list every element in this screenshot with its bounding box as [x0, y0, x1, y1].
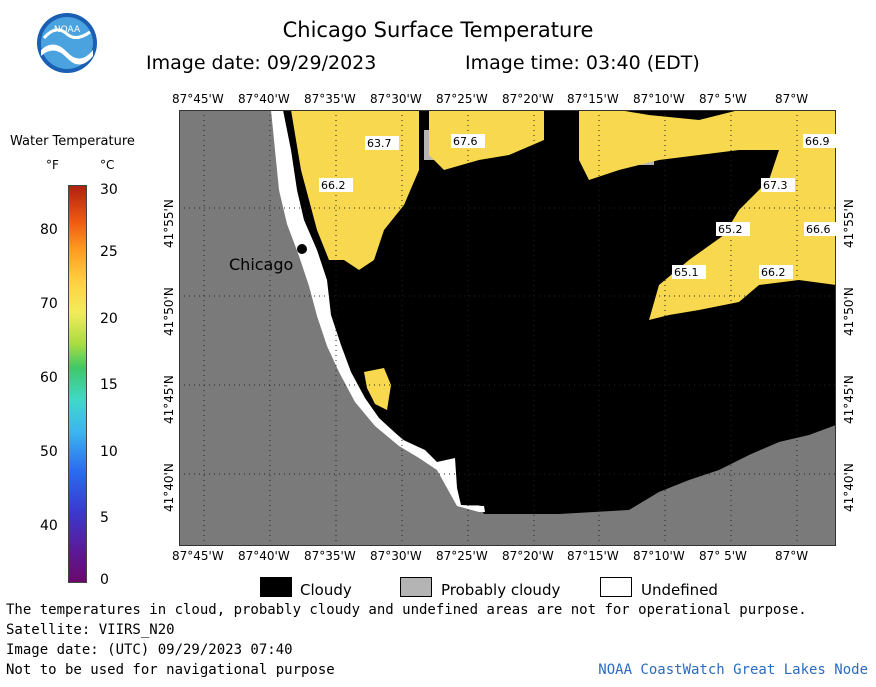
- lon-label-top: 87°45'W: [172, 92, 224, 106]
- lat-label-left: 41°55'N: [162, 199, 176, 248]
- temp-label: 65.2: [718, 223, 743, 236]
- credit-link[interactable]: NOAA CoastWatch Great Lakes Node: [598, 662, 868, 678]
- legend-title: Water Temperature: [10, 134, 135, 149]
- city-label: Chicago: [229, 255, 293, 274]
- c-tick: 25: [100, 244, 118, 260]
- lon-label-bottom: 87° 5'W: [699, 549, 747, 563]
- temperature-map: Chicago 63.7 67.6 66.2 66.9 67.3 65.2 66…: [179, 110, 836, 546]
- noaa-logo-icon: NOAA: [37, 13, 97, 73]
- footer-note-operational: The temperatures in cloud, probably clou…: [6, 602, 807, 618]
- c-tick: 0: [100, 572, 109, 588]
- temp-label: 66.6: [806, 223, 831, 236]
- lat-label-right: 41°50'N: [842, 287, 856, 336]
- c-tick: 30: [100, 182, 118, 198]
- lon-label-top: 87°35'W: [304, 92, 356, 106]
- lon-label-top: 87°15'W: [567, 92, 619, 106]
- probably-cloudy-swatch: [400, 577, 432, 597]
- lon-label-top: 87°40'W: [238, 92, 290, 106]
- unit-celsius: °C: [100, 158, 115, 172]
- page-title: Chicago Surface Temperature: [282, 18, 594, 42]
- warm-water-north: [429, 110, 544, 170]
- lon-label-bottom: 87°35'W: [304, 549, 356, 563]
- temp-label: 66.9: [805, 135, 830, 148]
- lon-label-bottom: 87°20'W: [502, 549, 554, 563]
- lat-label-left: 41°40'N: [162, 463, 176, 512]
- lon-label-bottom: 87°45'W: [172, 549, 224, 563]
- f-tick: 60: [40, 370, 58, 386]
- warm-water-south: [364, 368, 391, 410]
- image-time: Image time: 03:40 (EDT): [465, 52, 700, 74]
- temperature-colorbar: [68, 185, 87, 583]
- c-tick: 10: [100, 444, 118, 460]
- lon-label-top: 87°20'W: [502, 92, 554, 106]
- footer-satellite: Satellite: VIIRS_N20: [6, 622, 175, 638]
- temp-label: 66.2: [761, 266, 786, 279]
- map-frame: [179, 110, 836, 546]
- lon-label-top: 87° 5'W: [699, 92, 747, 106]
- lat-label-right: 41°55'N: [842, 199, 856, 248]
- c-tick: 20: [100, 311, 118, 327]
- lon-label-bottom: 87°10'W: [633, 549, 685, 563]
- lon-label-top: 87°25'W: [436, 92, 488, 106]
- lon-label-bottom: 87°W: [775, 549, 809, 563]
- lat-label-right: 41°45'N: [842, 375, 856, 424]
- lon-label-bottom: 87°30'W: [370, 549, 422, 563]
- lat-label-left: 41°45'N: [162, 375, 176, 424]
- f-tick: 50: [40, 444, 58, 460]
- f-tick: 70: [40, 296, 58, 312]
- f-tick: 40: [40, 518, 58, 534]
- lon-label-top: 87°W: [775, 92, 809, 106]
- temp-label: 67.6: [453, 135, 478, 148]
- lon-label-top: 87°10'W: [633, 92, 685, 106]
- cloudy-swatch: [260, 577, 292, 597]
- temp-label: 63.7: [367, 137, 392, 150]
- undefined-swatch: [600, 577, 632, 597]
- footer-utc-date: Image date: (UTC) 09/29/2023 07:40: [6, 642, 293, 658]
- lat-label-left: 41°50'N: [162, 287, 176, 336]
- temp-label: 67.3: [763, 179, 788, 192]
- svg-text:NOAA: NOAA: [54, 25, 81, 35]
- lon-label-bottom: 87°25'W: [436, 549, 488, 563]
- temp-label: 66.2: [321, 179, 346, 192]
- image-date: Image date: 09/29/2023: [146, 52, 377, 74]
- lat-label-right: 41°40'N: [842, 463, 856, 512]
- lon-label-bottom: 87°15'W: [567, 549, 619, 563]
- c-tick: 5: [100, 510, 109, 526]
- cloud-region: [279, 110, 836, 514]
- cloudy-label: Cloudy: [300, 581, 352, 599]
- probably-cloudy-label: Probably cloudy: [441, 581, 561, 599]
- footer-navigation-warning: Not to be used for navigational purpose: [6, 662, 335, 678]
- c-tick: 15: [100, 377, 118, 393]
- lon-label-top: 87°30'W: [370, 92, 422, 106]
- f-tick: 80: [40, 222, 58, 238]
- chicago-marker: [297, 244, 307, 254]
- undefined-label: Undefined: [641, 581, 718, 599]
- temp-label: 65.1: [674, 266, 699, 279]
- lon-label-bottom: 87°40'W: [238, 549, 290, 563]
- unit-fahrenheit: °F: [46, 158, 59, 172]
